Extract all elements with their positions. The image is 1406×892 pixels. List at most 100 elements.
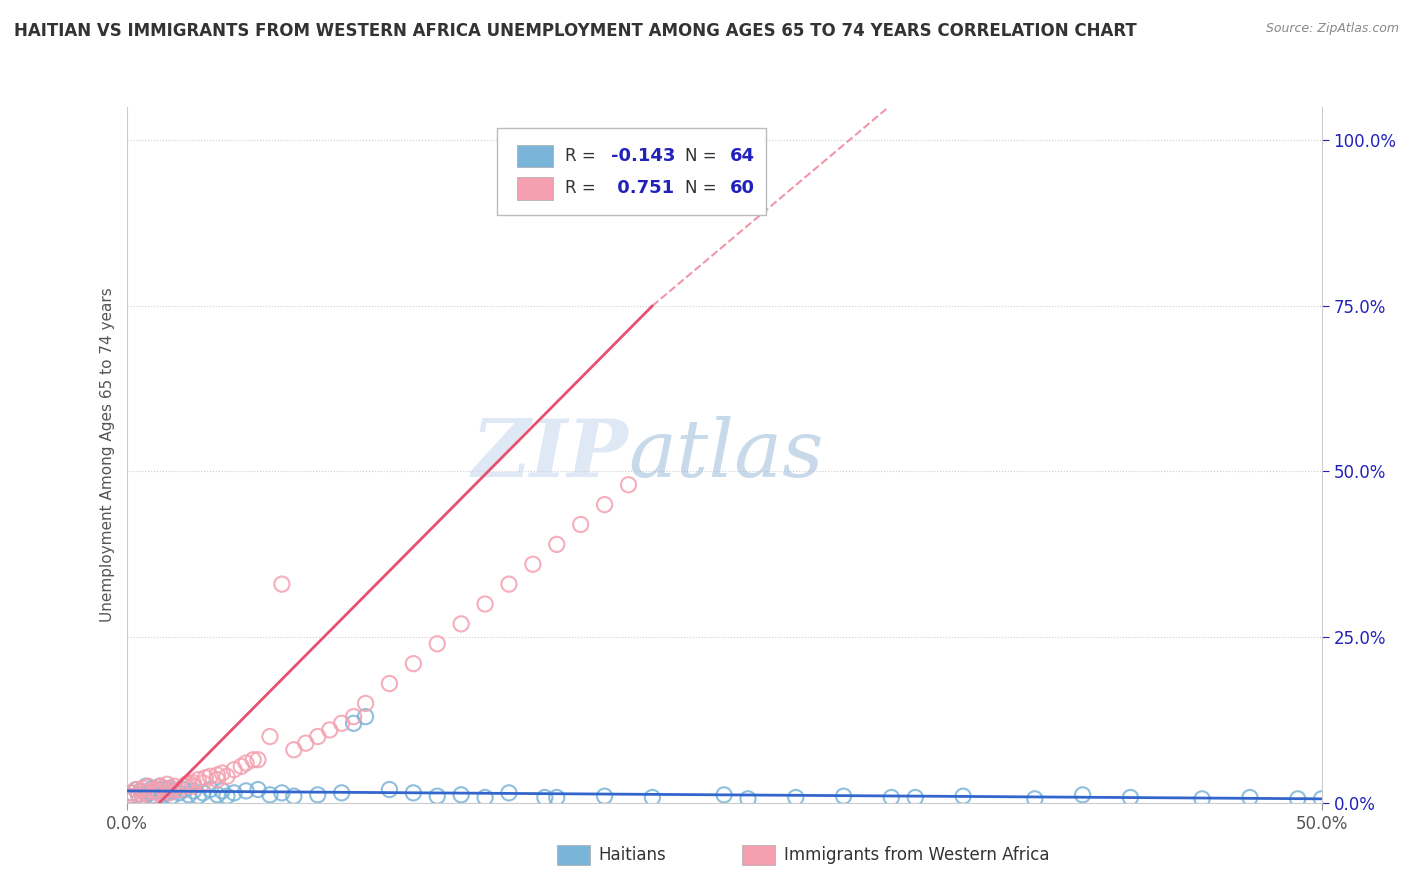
Point (593, 498, 616, 512)
Point (832, 789, 855, 804)
Point (307, 788, 329, 802)
Point (318, 723, 342, 737)
Point (159, 786, 181, 800)
Point (149, 779, 172, 793)
Point (187, 789, 209, 804)
Point (150, 781, 174, 796)
Point (207, 772, 229, 787)
Point (129, 784, 152, 798)
Point (118, 789, 141, 804)
Point (242, 753, 264, 767)
Point (200, 782, 222, 797)
Point (354, 709, 377, 723)
Point (142, 784, 165, 798)
Point (330, 716, 353, 731)
Point (569, 517, 592, 532)
Point (183, 779, 205, 793)
Point (235, 756, 257, 770)
Point (641, 790, 664, 805)
Point (378, 782, 401, 797)
Point (120, 786, 142, 800)
Point (207, 788, 229, 802)
Point (450, 788, 472, 802)
Point (354, 697, 377, 711)
Point (139, 789, 162, 804)
Point (160, 789, 183, 804)
Text: R =: R = (565, 179, 602, 197)
Point (139, 785, 162, 799)
Point (150, 788, 174, 802)
Point (122, 790, 145, 805)
Bar (742, 845, 776, 865)
Point (1024, 792, 1046, 806)
Point (737, 792, 759, 806)
Bar (517, 178, 553, 200)
Point (163, 784, 186, 798)
Point (146, 786, 169, 800)
Point (378, 676, 401, 690)
Point (713, 788, 735, 802)
Text: Source: ZipAtlas.com: Source: ZipAtlas.com (1265, 22, 1399, 36)
Point (1239, 790, 1261, 805)
Point (247, 753, 270, 767)
Point (426, 789, 449, 804)
Text: R =: R = (565, 147, 602, 165)
Point (122, 790, 145, 805)
Point (247, 782, 270, 797)
Text: Immigrants from Western Africa: Immigrants from Western Africa (785, 846, 1049, 864)
Point (173, 779, 195, 793)
Point (474, 790, 496, 805)
Text: N =: N = (685, 179, 721, 197)
Point (149, 779, 172, 793)
Point (187, 772, 209, 787)
Point (533, 790, 555, 805)
Point (127, 788, 149, 802)
Point (1071, 788, 1094, 802)
Point (546, 790, 568, 805)
Point (222, 763, 246, 777)
Point (402, 657, 425, 671)
Point (259, 788, 281, 802)
Point (450, 616, 472, 631)
Point (194, 771, 217, 785)
Point (127, 788, 149, 802)
Text: Haitians: Haitians (599, 846, 666, 864)
Point (231, 759, 253, 773)
Point (135, 779, 157, 793)
Point (880, 790, 903, 805)
Point (498, 577, 520, 591)
Point (156, 777, 179, 791)
Point (159, 781, 181, 796)
Point (1286, 792, 1309, 806)
Point (426, 637, 449, 651)
Point (146, 784, 169, 798)
Point (142, 781, 165, 796)
Point (343, 716, 366, 731)
Bar (517, 145, 553, 167)
Text: atlas: atlas (628, 417, 824, 493)
Point (330, 786, 353, 800)
Point (522, 558, 544, 572)
Point (904, 790, 927, 805)
Point (177, 776, 200, 790)
Point (191, 786, 214, 800)
Point (1191, 792, 1213, 806)
Point (143, 789, 166, 804)
Point (183, 776, 205, 790)
Point (153, 784, 176, 798)
Point (215, 769, 238, 783)
Point (343, 709, 366, 723)
Point (270, 577, 294, 591)
Point (118, 789, 141, 804)
Point (191, 776, 214, 790)
Point (498, 786, 520, 800)
Point (641, 133, 664, 147)
Point (135, 786, 157, 800)
Point (211, 766, 233, 780)
Point (177, 788, 200, 802)
Point (207, 768, 229, 782)
Y-axis label: Unemployment Among Ages 65 to 74 years: Unemployment Among Ages 65 to 74 years (100, 287, 115, 623)
Point (125, 782, 148, 797)
Point (183, 784, 205, 798)
Point (215, 789, 238, 804)
